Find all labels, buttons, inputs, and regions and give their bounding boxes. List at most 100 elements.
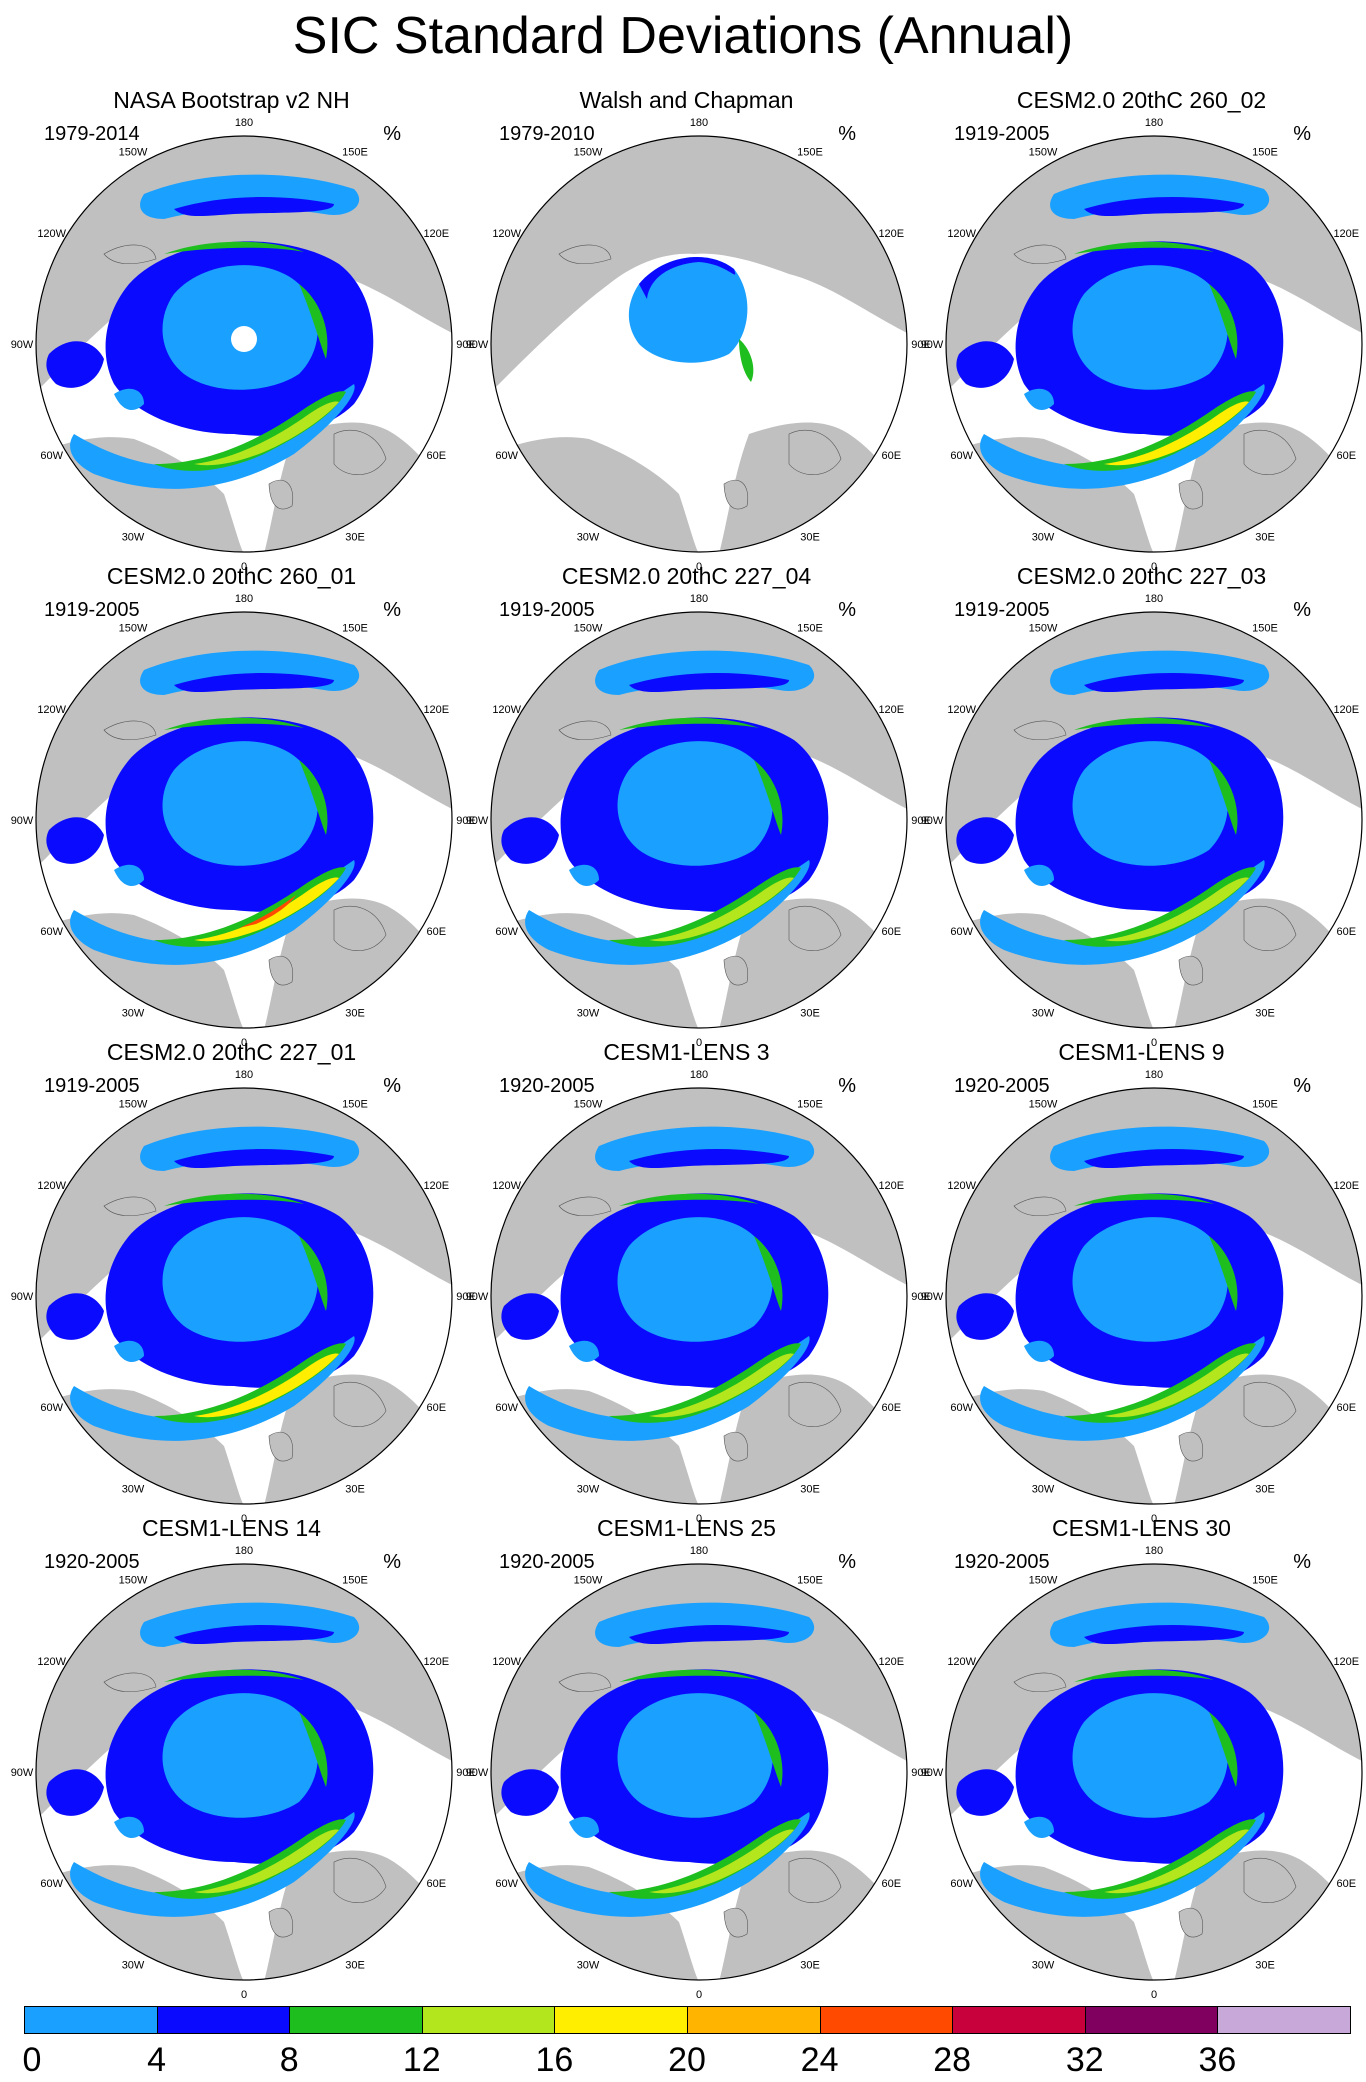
colorbar-tick-label: 4: [147, 2041, 167, 2079]
longitude-label: 150W: [1029, 623, 1058, 635]
longitude-label: 120E: [878, 1180, 904, 1192]
panel-title: CESM2.0 20thC 227_03: [1016, 563, 1267, 589]
longitude-label: 0: [241, 1037, 247, 1049]
panel-title: CESM1-LENS 3: [603, 1039, 770, 1065]
longitude-label: 120W: [947, 704, 976, 716]
longitude-label: 120E: [1333, 1180, 1359, 1192]
longitude-label: 150E: [1252, 1575, 1278, 1587]
map-panel: CESM2.0 20thC 227_01 1919-2005% 180 150E 120…: [4, 1038, 476, 1525]
longitude-label: 120W: [37, 1180, 66, 1192]
panel-units: %: [383, 1551, 401, 1573]
longitude-label: 0: [1151, 1989, 1157, 2001]
longitude-label: 120E: [878, 1656, 904, 1668]
longitude-label: 90E: [456, 339, 476, 351]
longitude-label: 60E: [882, 1878, 902, 1890]
panel-title: Walsh and Chapman: [579, 87, 794, 113]
panel-title: NASA Bootstrap v2 NH: [113, 87, 350, 113]
map-panel: CESM2.0 20thC 260_02 1919-2005% 180 150E 120…: [914, 86, 1366, 573]
colorbar-bin: [819, 2006, 954, 2034]
colorbar-bin: [24, 2006, 158, 2034]
colorbar-bin: [554, 2006, 688, 2034]
panel-title: CESM1-LENS 9: [1058, 1039, 1225, 1065]
longitude-label: 30E: [345, 1959, 365, 1971]
longitude-label: 180: [1145, 117, 1163, 129]
longitude-label: 90E: [456, 1291, 476, 1303]
longitude-label: 0: [696, 1513, 702, 1525]
colorbar-tick-label: 20: [668, 2041, 706, 2079]
longitude-label: 30E: [800, 1007, 820, 1019]
longitude-label: 120E: [878, 704, 904, 716]
panel-units: %: [838, 599, 856, 621]
longitude-label: 60W: [40, 450, 63, 462]
panel-title: CESM2.0 20thC 227_01: [106, 1039, 357, 1065]
longitude-label: 90W: [921, 1291, 944, 1303]
longitude-label: 150W: [1029, 147, 1058, 159]
longitude-label: 150W: [119, 147, 148, 159]
longitude-label: 150E: [342, 623, 368, 635]
panel-period: 1920-2005: [499, 1551, 595, 1573]
panel-units: %: [838, 1075, 856, 1097]
longitude-label: 30E: [1255, 1483, 1275, 1495]
panel-units: %: [383, 123, 401, 145]
longitude-label: 120E: [1333, 228, 1359, 240]
panel-title: CESM1-LENS 14: [142, 1515, 321, 1541]
map-panel: CESM2.0 20thC 260_01 1919-2005% 180 150E 120…: [4, 562, 476, 1049]
colorbar-bin: [289, 2006, 423, 2034]
longitude-label: 60W: [495, 1402, 518, 1414]
longitude-label: 30E: [800, 1959, 820, 1971]
longitude-label: 90E: [456, 815, 476, 827]
longitude-label: 120E: [1333, 704, 1359, 716]
panel-units: %: [1293, 1075, 1311, 1097]
longitude-label: 150W: [574, 623, 603, 635]
longitude-label: 0: [696, 561, 702, 573]
panel-period: 1920-2005: [954, 1075, 1050, 1097]
panel-units: %: [1293, 1551, 1311, 1573]
longitude-label: 120E: [878, 228, 904, 240]
panel-title: CESM1-LENS 30: [1052, 1515, 1231, 1541]
longitude-label: 30E: [800, 1483, 820, 1495]
longitude-label: 60W: [495, 1878, 518, 1890]
colorbar-tick-label: 24: [800, 2041, 839, 2079]
longitude-label: 150E: [342, 1575, 368, 1587]
longitude-label: 180: [235, 1069, 253, 1081]
map-panel: NASA Bootstrap v2 NH 1979-2014% 180 150E 120…: [4, 86, 476, 573]
longitude-label: 120E: [423, 1180, 449, 1192]
longitude-label: 180: [1145, 1545, 1163, 1557]
longitude-label: 180: [235, 1545, 253, 1557]
longitude-label: 120W: [492, 1180, 521, 1192]
panel-title: CESM2.0 20thC 227_04: [561, 563, 812, 589]
longitude-label: 90E: [911, 1767, 931, 1779]
panel-period: 1979-2014: [44, 123, 140, 145]
longitude-label: 180: [1145, 593, 1163, 605]
longitude-label: 30E: [345, 1007, 365, 1019]
longitude-label: 30W: [1032, 531, 1055, 543]
colorbar-bin: [687, 2006, 821, 2034]
longitude-label: 90W: [11, 1767, 34, 1779]
longitude-label: 30E: [1255, 1007, 1275, 1019]
colorbar-tick-label: 0: [22, 2041, 42, 2079]
longitude-label: 120W: [492, 228, 521, 240]
longitude-label: 120E: [423, 704, 449, 716]
longitude-label: 120W: [947, 1180, 976, 1192]
longitude-label: 0: [241, 1513, 247, 1525]
longitude-label: 60W: [950, 926, 973, 938]
longitude-label: 120W: [947, 1656, 976, 1668]
longitude-label: 150E: [1252, 623, 1278, 635]
longitude-label: 150E: [1252, 147, 1278, 159]
longitude-label: 150W: [119, 1099, 148, 1111]
longitude-label: 150E: [797, 623, 823, 635]
panel-title: CESM2.0 20thC 260_01: [106, 563, 357, 589]
longitude-label: 90E: [456, 1767, 476, 1779]
longitude-label: 90W: [11, 815, 34, 827]
longitude-label: 60W: [495, 450, 518, 462]
longitude-label: 60E: [1337, 450, 1357, 462]
longitude-label: 30W: [577, 1483, 600, 1495]
longitude-label: 30W: [122, 531, 145, 543]
longitude-label: 60E: [1337, 926, 1357, 938]
